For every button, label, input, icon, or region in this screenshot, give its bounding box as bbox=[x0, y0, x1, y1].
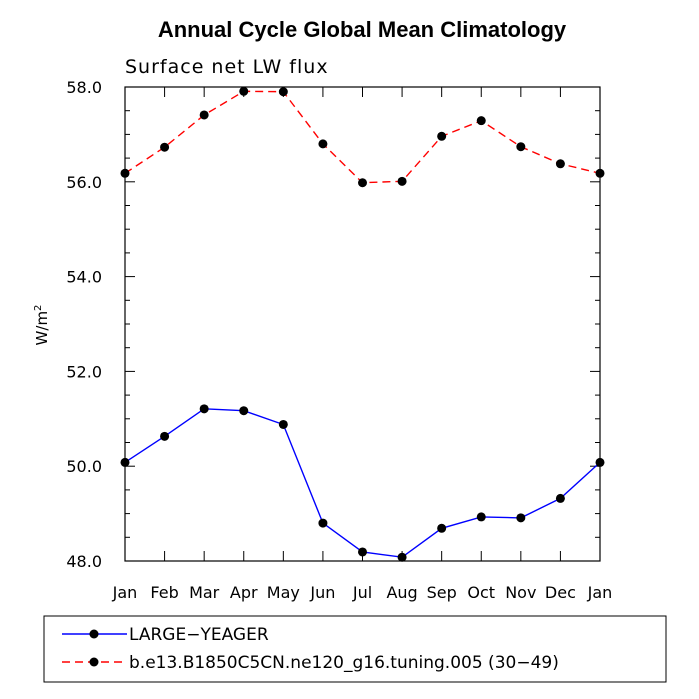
data-point-series-0 bbox=[199, 404, 209, 414]
x-tick-label: Sep bbox=[427, 583, 457, 602]
legend-label-large-yeager: LARGE−YEAGER bbox=[129, 625, 269, 645]
y-tick-label: 52.0 bbox=[66, 362, 102, 381]
x-tick-label: Jul bbox=[352, 583, 372, 602]
x-tick-label: Feb bbox=[150, 583, 178, 602]
plot-frame bbox=[124, 86, 601, 562]
data-point-series-1 bbox=[318, 139, 328, 149]
y-tick-label: 48.0 bbox=[66, 552, 102, 571]
data-point-series-1 bbox=[239, 86, 249, 96]
legend-box bbox=[43, 615, 667, 683]
data-point-series-1 bbox=[437, 131, 447, 141]
data-point-series-0 bbox=[397, 552, 407, 562]
legend-marker-tuning-run bbox=[89, 657, 99, 667]
x-tick-label: Jan bbox=[587, 583, 613, 602]
y-tick-label: 56.0 bbox=[66, 173, 102, 192]
y-tick-label: 54.0 bbox=[66, 268, 102, 287]
x-tick-label: Aug bbox=[386, 583, 417, 602]
y-tick-label: 58.0 bbox=[66, 78, 102, 97]
legend-label-tuning-run: b.e13.B1850C5CN.ne120_g16.tuning.005 (30… bbox=[129, 653, 559, 673]
data-point-series-1 bbox=[555, 159, 565, 169]
legend-marker-large-yeager bbox=[89, 629, 99, 639]
x-tick-label: May bbox=[267, 583, 300, 602]
y-tick-label: 50.0 bbox=[66, 457, 102, 476]
y-axis-label: W/m2 bbox=[33, 305, 51, 346]
x-tick-label: Dec bbox=[545, 583, 576, 602]
y-axis-ticks: 58.0 56.0 54.0 52.0 50.0 48.0 bbox=[66, 78, 600, 571]
data-point-series-0 bbox=[358, 547, 367, 557]
x-tick-label: Mar bbox=[189, 583, 220, 602]
data-point-series-1 bbox=[516, 142, 526, 152]
x-tick-label: Oct bbox=[467, 583, 495, 602]
data-point-series-1 bbox=[160, 142, 170, 152]
data-point-series-1 bbox=[199, 110, 209, 120]
data-point-series-1 bbox=[476, 116, 486, 126]
data-point-series-0 bbox=[318, 518, 328, 528]
plot-series bbox=[120, 86, 605, 562]
chart-subtitle: Surface net LW flux bbox=[125, 56, 329, 78]
data-point-series-0 bbox=[278, 419, 288, 429]
data-point-series-0 bbox=[437, 523, 447, 533]
data-point-series-0 bbox=[476, 512, 486, 522]
data-point-series-1 bbox=[278, 87, 288, 97]
legend: LARGE−YEAGER b.e13.B1850C5CN.ne120_g16.t… bbox=[43, 615, 667, 683]
x-axis-ticks: Jan Feb Mar Apr May Jun Jul Aug Sep Oct Nov Dec Jan bbox=[112, 87, 613, 602]
data-point-series-1 bbox=[397, 176, 407, 186]
chart-title: Annual Cycle Global Mean Climatology bbox=[158, 17, 567, 42]
data-point-series-0 bbox=[516, 513, 526, 523]
data-point-series-1 bbox=[358, 178, 367, 188]
y-axis-label-unit: W/m bbox=[33, 311, 51, 346]
x-tick-label: Jun bbox=[309, 583, 335, 602]
data-point-series-0 bbox=[160, 431, 170, 441]
x-tick-label: Jan bbox=[112, 583, 138, 602]
data-point-series-0 bbox=[555, 493, 565, 503]
series-line-0 bbox=[124, 408, 601, 558]
x-tick-label: Nov bbox=[505, 583, 536, 602]
series-line-1 bbox=[124, 90, 601, 184]
y-axis-label-exponent: 2 bbox=[33, 305, 44, 311]
data-point-series-0 bbox=[239, 406, 249, 416]
x-tick-label: Apr bbox=[230, 583, 258, 602]
